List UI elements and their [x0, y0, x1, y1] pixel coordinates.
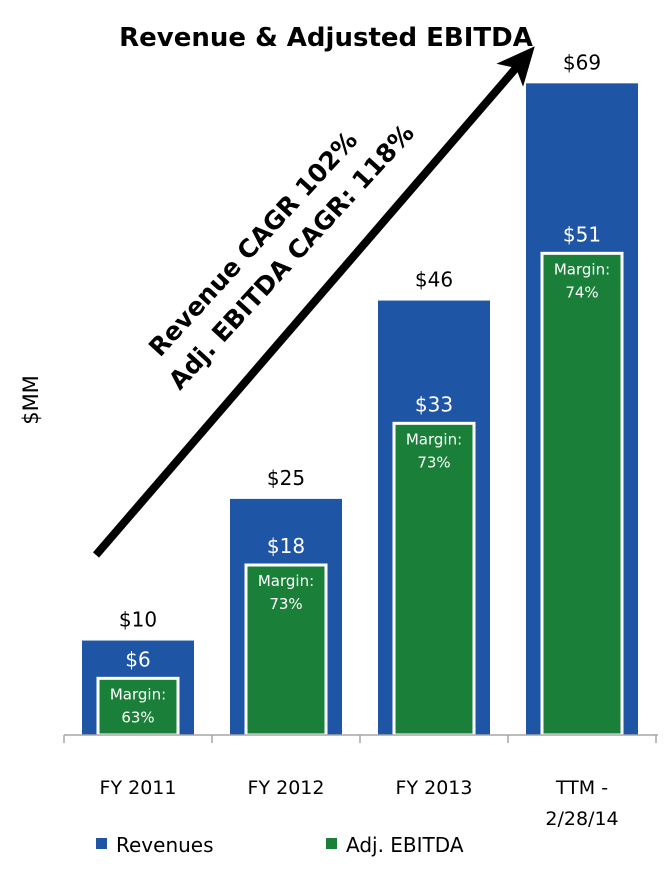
- x-tick-label: 2/28/14: [545, 808, 618, 830]
- x-tick-label: FY 2011: [100, 777, 177, 799]
- legend: Revenues Adj. EBITDA: [96, 833, 464, 857]
- ebitda-bar: [96, 676, 180, 737]
- x-tick-label: TTM -: [555, 777, 608, 799]
- legend-swatch: [326, 838, 337, 849]
- margin-label: Margin:: [554, 260, 610, 278]
- margin-value: 63%: [121, 708, 154, 726]
- ebitda-value-label: $33: [415, 392, 453, 416]
- x-tick-label: FY 2013: [396, 777, 473, 799]
- legend-label: Revenues: [116, 833, 214, 857]
- revenue-value-label: $10: [119, 608, 157, 632]
- ebitda-bar: [540, 251, 624, 737]
- legend-swatch: [96, 838, 107, 849]
- margin-label: Margin:: [110, 685, 166, 703]
- margin-value: 74%: [565, 283, 598, 301]
- legend-label: Adj. EBITDA: [346, 833, 464, 857]
- revenue-value-label: $25: [267, 466, 305, 490]
- x-tick-label: FY 2012: [248, 777, 325, 799]
- margin-value: 73%: [269, 595, 302, 613]
- ebitda-value-label: $51: [563, 222, 601, 246]
- chart-title: Revenue & Adjusted EBITDA: [119, 23, 533, 53]
- ebitda-value-label: $6: [125, 647, 150, 671]
- y-axis-label: $MM: [19, 375, 43, 425]
- growth-arrow: [92, 46, 535, 558]
- ebitda-value-label: $18: [267, 534, 305, 558]
- margin-label: Margin:: [406, 430, 462, 448]
- revenue-value-label: $46: [415, 268, 453, 292]
- margin-value: 73%: [417, 453, 450, 471]
- revenue-value-label: $69: [563, 50, 601, 74]
- revenue-cagr-label: Revenue CAGR 102%: [143, 126, 363, 362]
- margin-label: Margin:: [258, 572, 314, 590]
- ebitda-bar: [244, 563, 328, 737]
